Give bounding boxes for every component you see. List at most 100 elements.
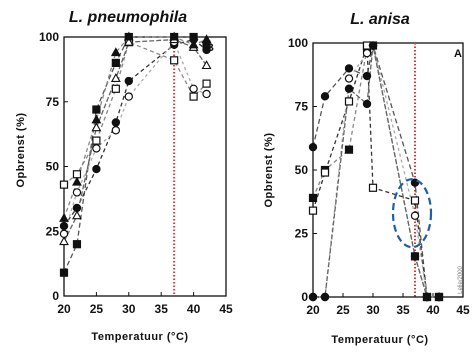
data-point-circle-filled	[320, 92, 330, 101]
data-point-circle-open	[189, 84, 198, 94]
data-point-triangle-filled	[169, 31, 180, 41]
data-point-circle-filled	[344, 64, 354, 73]
data-point-circle-open	[124, 92, 134, 101]
series-line	[63, 36, 207, 219]
data-point-triangle-open	[59, 236, 69, 246]
data-point-circle-filled	[308, 292, 318, 302]
y-tick-label: 25	[46, 224, 60, 238]
data-point-circle-filled	[434, 292, 444, 302]
data-point-circle-open	[92, 144, 101, 153]
data-point-circle-open	[72, 188, 82, 197]
data-point-square-open	[92, 136, 101, 145]
data-point-circle-open	[111, 126, 121, 135]
data-point-triangle-open	[123, 36, 134, 46]
y-tick-label: 25	[295, 227, 309, 241]
data-point-square-filled	[72, 240, 82, 249]
data-point-square-open	[111, 84, 120, 93]
data-point-square-open	[308, 206, 318, 215]
data-point-triangle-filled	[110, 47, 121, 57]
plot-frame	[312, 42, 464, 298]
chart-title: L. anisa	[350, 11, 410, 28]
data-point-square-open	[344, 97, 354, 106]
data-point-square-open	[368, 183, 378, 192]
data-point-circle-filled	[362, 71, 372, 81]
x-tick-label: 20	[306, 303, 320, 317]
y-tick-label: 50	[46, 160, 60, 174]
y-tick-label: 0	[52, 289, 59, 303]
watermark: Lelie/2000	[458, 265, 464, 293]
x-tick-label: 25	[90, 302, 104, 316]
x-tick-label: 30	[366, 303, 380, 317]
data-point-square-open	[202, 79, 211, 88]
series-line	[312, 45, 439, 298]
data-point-square-open	[320, 168, 330, 177]
x-tick-label: 25	[336, 303, 350, 317]
data-point-circle-filled	[344, 84, 354, 93]
x-tick-label: 30	[122, 302, 136, 316]
y-axis-label: Opbrenst (%)	[15, 112, 27, 187]
x-tick-label: 45	[219, 302, 233, 316]
y-tick-label: 75	[46, 95, 60, 109]
data-point-circle-open	[202, 89, 211, 99]
data-point-square-open	[189, 92, 198, 101]
x-axis-label: Temperatuur (°C)	[331, 334, 428, 346]
series-line	[63, 40, 207, 235]
data-point-square-filled	[308, 193, 318, 203]
data-point-triangle-filled	[91, 114, 102, 124]
data-point-square-filled	[59, 268, 69, 277]
data-point-square-filled	[111, 58, 120, 68]
data-point-circle-filled	[59, 221, 69, 231]
highlight-ellipse	[391, 178, 433, 249]
data-point-square-open	[59, 180, 69, 189]
data-point-circle-open	[410, 211, 420, 220]
data-point-square-filled	[92, 105, 101, 114]
x-tick-label: 45	[456, 303, 470, 317]
y-axis-label: Opbrenst (%)	[263, 132, 275, 207]
y-tick-label: 75	[295, 100, 309, 114]
series-line	[313, 44, 439, 298]
data-point-circle-filled	[422, 292, 432, 302]
x-axis-label: Temperatuur (°C)	[91, 331, 188, 343]
data-point-circle-open	[344, 74, 354, 83]
data-point-circle-filled	[202, 45, 211, 55]
data-point-circle-filled	[111, 118, 121, 127]
y-tick-label: 50	[295, 163, 309, 177]
data-point-triangle-open	[201, 60, 212, 70]
series-line	[312, 44, 439, 298]
data-point-square-filled	[344, 145, 354, 154]
x-tick-label: 40	[426, 303, 440, 317]
data-point-triangle-filled	[201, 34, 212, 44]
y-tick-label: 100	[288, 36, 308, 50]
y-tick-label: 100	[39, 30, 59, 44]
chart-panel-l-anisa: L. anisa 20 25 30 35 40 45 0 25 50 75 100 A Opbren…	[263, 11, 470, 346]
data-point-circle-filled	[410, 252, 420, 261]
data-point-circle-open	[362, 48, 372, 58]
data-point-triangle-filled	[123, 31, 134, 41]
x-tick-label: 20	[57, 302, 71, 316]
series-line	[312, 45, 439, 298]
series-line	[63, 41, 208, 186]
data-point-triangle-open	[91, 122, 102, 132]
data-point-circle-filled	[320, 292, 330, 302]
chart-title: L. pneumophila	[69, 9, 187, 26]
data-point-square-open	[170, 56, 179, 65]
data-point-triangle-filled	[59, 212, 69, 222]
data-point-circle-filled	[368, 41, 378, 50]
data-point-triangle-filled	[188, 39, 199, 49]
series-line	[313, 45, 439, 298]
panel-letter: B	[206, 42, 214, 54]
data-point-circle-filled	[308, 142, 318, 152]
panel-letter: A	[454, 48, 462, 60]
data-point-triangle-filled	[72, 176, 82, 186]
data-point-circle-filled	[362, 99, 372, 109]
x-tick-label: 40	[187, 302, 201, 316]
data-point-square-open	[410, 196, 420, 205]
x-tick-label: 35	[396, 303, 410, 317]
data-point-triangle-open	[72, 210, 82, 220]
data-point-triangle-open	[110, 73, 121, 82]
data-point-circle-filled	[124, 76, 134, 86]
y-tick-label: 0	[301, 290, 308, 304]
x-tick-label: 35	[155, 302, 169, 316]
